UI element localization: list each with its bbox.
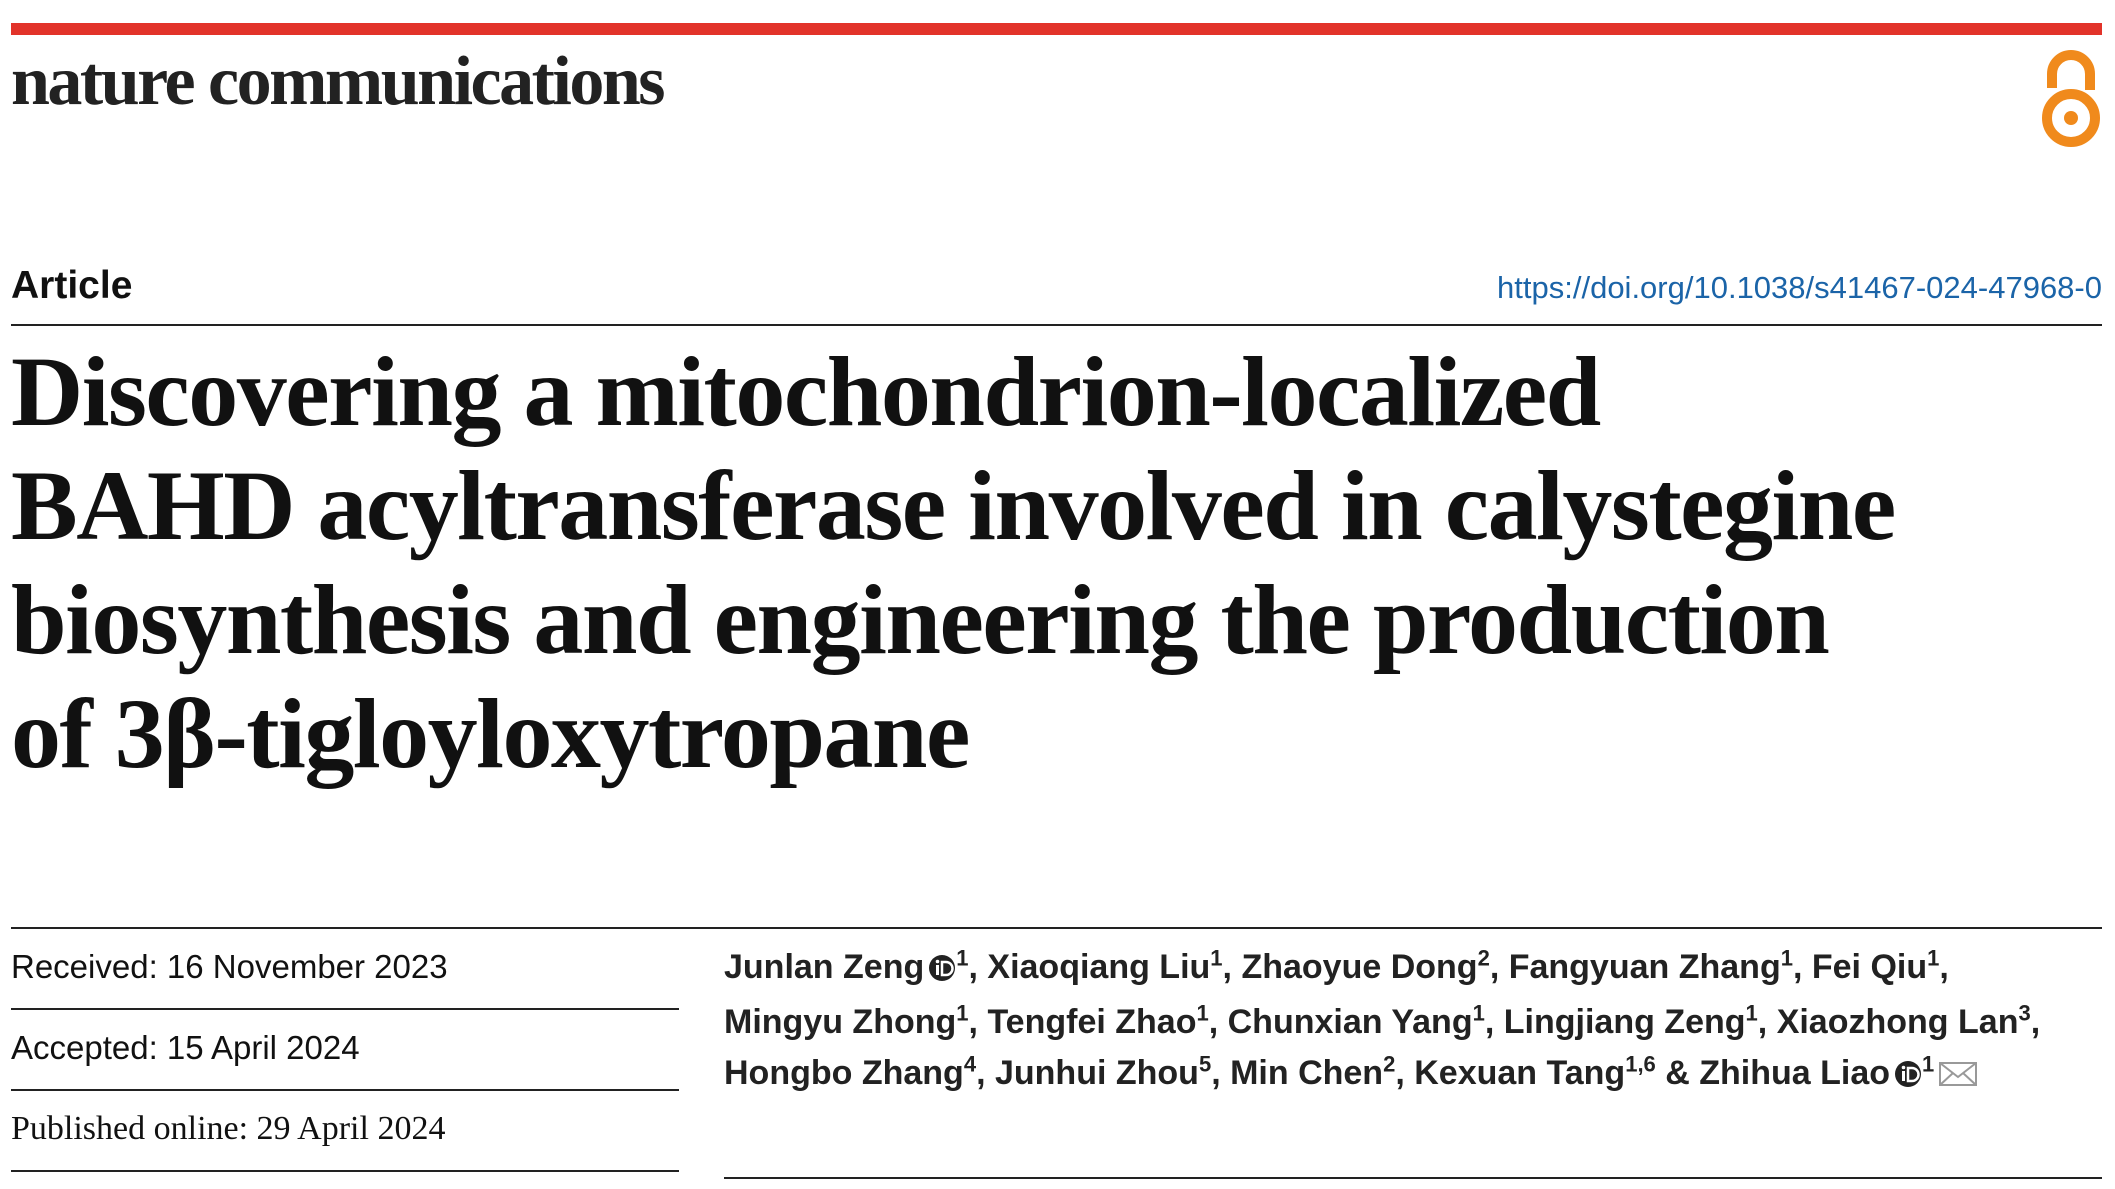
journal-name: nature communications	[11, 43, 666, 120]
author-name: Xiaozhong Lan	[1776, 1003, 2019, 1041]
author-name: Fangyuan Zhang	[1508, 948, 1781, 986]
title-line: of 3β-tigloyloxytropane	[11, 678, 970, 789]
author-name: Zhihua Liao	[1699, 1054, 1891, 1092]
author-name: Mingyu Zhong	[724, 1003, 957, 1041]
affiliation: 2	[1477, 945, 1490, 971]
author-name: Kexuan Tang	[1414, 1054, 1626, 1092]
author: Mingyu Zhong1,	[724, 1000, 978, 1041]
rule	[11, 1089, 679, 1091]
author: Min Chen2,	[1230, 1051, 1405, 1092]
author: Kexuan Tang1,6	[1414, 1051, 1656, 1092]
received: Received: 16 November 2023	[11, 948, 448, 985]
separator: ,	[1208, 1003, 1219, 1041]
affiliation: 4	[963, 1051, 977, 1077]
published: Published online: 29 April 2024	[11, 1110, 446, 1147]
author: Zhihua Liao 1	[1699, 1051, 1978, 1092]
title: Discovering a mitochondrion-localized BAH…	[11, 335, 1896, 791]
rule	[724, 1177, 2102, 1179]
affiliation: 1	[1210, 945, 1223, 971]
author-name: Chunxian Yang	[1227, 1003, 1473, 1041]
separator: ,	[968, 948, 978, 986]
author: Junlan Zeng 1,	[724, 945, 978, 986]
author-name: Fei Qiu	[1811, 948, 1928, 986]
author: Chunxian Yang1,	[1227, 1000, 1495, 1041]
affiliation: 5	[1198, 1051, 1212, 1077]
author: Lingjiang Zeng1,	[1503, 1000, 1768, 1041]
orcid-icon[interactable]	[1894, 1052, 1922, 1103]
rule	[11, 1008, 679, 1010]
open-access-icon	[2042, 50, 2100, 147]
separator: ,	[968, 1003, 978, 1041]
author-name: Junlan Zeng	[724, 948, 925, 986]
author: Tengfei Zhao1,	[987, 1000, 1219, 1041]
author: Fangyuan Zhang1,	[1508, 945, 1803, 986]
article-type: Article	[11, 264, 133, 307]
separator: ,	[1211, 1054, 1221, 1092]
affiliation: 1	[956, 1000, 969, 1026]
accepted: Accepted: 15 April 2024	[11, 1029, 360, 1066]
author: Fei Qiu1,	[1811, 945, 1949, 986]
conjunction: &	[1665, 1054, 1690, 1092]
affiliation: 2	[1383, 1051, 1396, 1077]
title-line: biosynthesis and engineering the product…	[11, 564, 1830, 675]
author-list: Junlan Zeng 1, Xiaoqiang Liu1, Zhaoyue Do…	[724, 942, 2114, 1103]
author: Xiaoqiang Liu1,	[987, 945, 1232, 986]
affiliation: 3	[2018, 1000, 2031, 1026]
doi-link[interactable]: https://doi.org/10.1038/s41467-024-47968…	[1497, 270, 2102, 305]
author-name: Hongbo Zhang	[724, 1054, 964, 1092]
separator: ,	[1489, 948, 1500, 986]
author-name: Tengfei Zhao	[987, 1003, 1197, 1041]
affiliation: 1	[1745, 1000, 1758, 1026]
author-name: Xiaoqiang Liu	[987, 948, 1211, 986]
orcid-icon[interactable]	[928, 946, 956, 997]
separator: ,	[1484, 1003, 1495, 1041]
affiliation: 1	[1922, 1051, 1935, 1077]
author: Hongbo Zhang4,	[724, 1051, 986, 1092]
separator: ,	[1939, 948, 1949, 986]
email-icon[interactable]	[1938, 1052, 1978, 1103]
author-name: Min Chen	[1230, 1054, 1384, 1092]
author-name: Zhaoyue Dong	[1241, 948, 1478, 986]
author-name: Junhui Zhou	[994, 1054, 1199, 1092]
separator: ,	[1757, 1003, 1768, 1041]
rule	[11, 1170, 679, 1172]
separator: ,	[1222, 948, 1232, 986]
affiliation: 1	[1927, 945, 1940, 971]
separator: ,	[1395, 1054, 1405, 1092]
author: Zhaoyue Dong2,	[1241, 945, 1500, 986]
affiliation: 1	[956, 945, 969, 971]
affiliation: 1	[1196, 1000, 1209, 1026]
author: Junhui Zhou5,	[994, 1051, 1221, 1092]
rule	[11, 324, 2102, 326]
author-name: Lingjiang Zeng	[1503, 1003, 1746, 1041]
rule	[11, 927, 2102, 929]
top-bar	[11, 23, 2102, 35]
title-line: BAHD acyltransferase involved in calyste…	[11, 450, 1896, 561]
separator: ,	[2030, 1003, 2041, 1041]
separator: ,	[1792, 948, 1803, 986]
affiliation: 1	[1472, 1000, 1485, 1026]
title-line: Discovering a mitochondrion-localized	[11, 336, 1601, 447]
affiliation: 1	[1780, 945, 1793, 971]
separator: ,	[976, 1054, 986, 1092]
affiliation: 1,6	[1625, 1051, 1656, 1077]
author: Xiaozhong Lan3,	[1776, 1000, 2041, 1041]
